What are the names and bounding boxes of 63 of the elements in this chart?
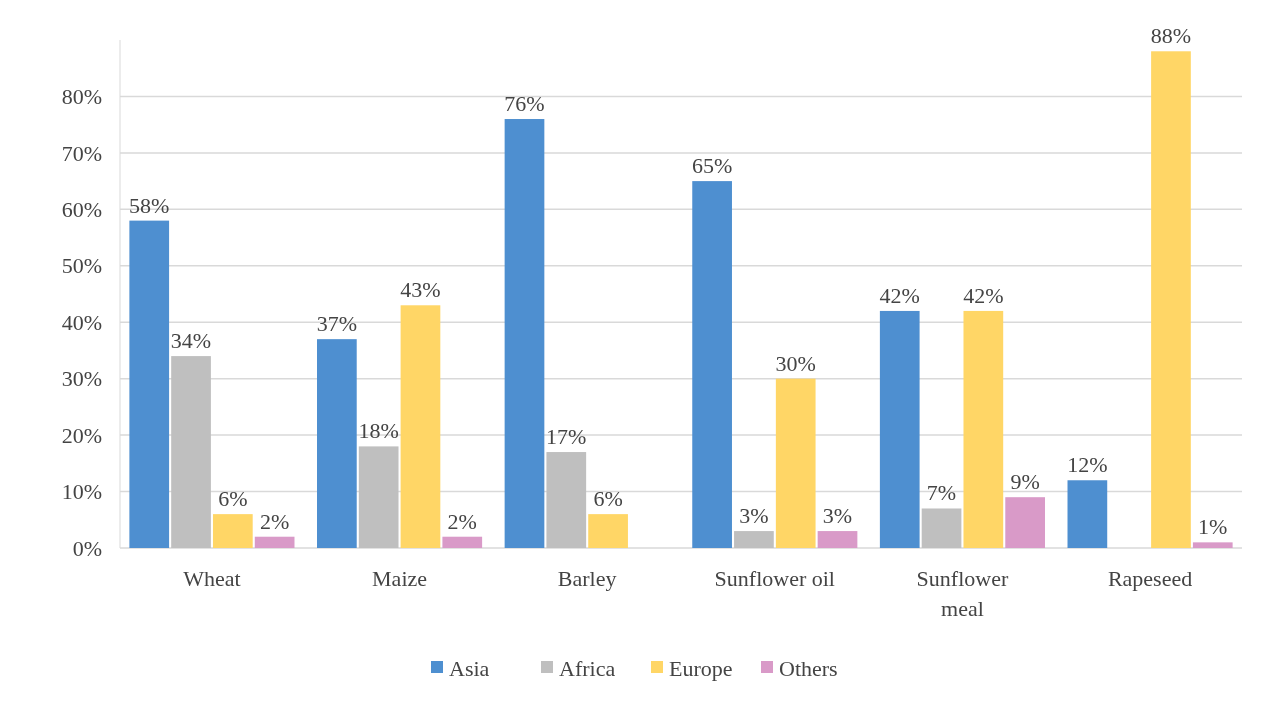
- bar: [254, 536, 295, 548]
- x-tick-label: Barley: [557, 566, 617, 591]
- x-tick-label: Sunflower oil: [714, 566, 836, 591]
- data-label: 6%: [593, 486, 623, 512]
- bar: [1067, 480, 1108, 548]
- data-label: 7%: [926, 480, 957, 506]
- y-tick-label: 10%: [61, 479, 102, 505]
- bar: [692, 181, 732, 548]
- bar: [212, 514, 253, 548]
- data-label: 43%: [400, 277, 441, 303]
- data-label: 42%: [963, 282, 1004, 308]
- bar: [129, 220, 170, 548]
- y-tick-label: 50%: [61, 253, 102, 279]
- bar: [171, 356, 211, 548]
- bar: [921, 508, 962, 548]
- x-tick-label: Sunflower meal: [916, 566, 1009, 621]
- bar: [317, 339, 357, 548]
- data-label: 3%: [822, 503, 853, 529]
- legend-label: Europe: [669, 655, 733, 681]
- bar: [734, 531, 774, 548]
- data-label: 18%: [358, 418, 399, 444]
- bar: [775, 378, 816, 548]
- y-tick-label: 60%: [61, 197, 102, 223]
- y-tick-label: 70%: [61, 140, 102, 166]
- bar: [588, 514, 628, 548]
- data-label: 2%: [447, 508, 477, 534]
- data-label: 6%: [218, 486, 248, 512]
- data-label: 12%: [1067, 452, 1108, 478]
- bar: [442, 536, 483, 548]
- x-tick-label: Wheat: [183, 566, 241, 591]
- legend-label: Others: [779, 655, 838, 681]
- y-tick-label: 0%: [72, 535, 102, 561]
- y-tick-label: 40%: [61, 309, 102, 335]
- bar: [504, 119, 545, 548]
- legend-label: Asia: [449, 655, 490, 681]
- x-tick-label: Rapeseed: [1107, 566, 1193, 591]
- data-label: 3%: [739, 503, 769, 529]
- bar: [1192, 542, 1233, 548]
- data-label: 1%: [1198, 514, 1228, 540]
- data-label: 30%: [775, 350, 816, 376]
- data-label: 65%: [691, 153, 733, 179]
- data-label: 58%: [129, 192, 170, 218]
- bar: [1151, 51, 1191, 548]
- bar: [546, 452, 587, 548]
- bar: [400, 305, 441, 548]
- bar: [879, 310, 920, 548]
- y-tick-label: 80%: [61, 84, 102, 110]
- bar: [358, 446, 399, 548]
- data-label: 2%: [259, 508, 290, 534]
- data-label: 42%: [879, 282, 920, 308]
- y-tick-label: 20%: [61, 422, 102, 448]
- legend-label: Africa: [559, 655, 616, 681]
- data-label: 37%: [316, 311, 358, 337]
- bar: [1005, 497, 1045, 548]
- x-tick-label: Maize: [372, 566, 428, 591]
- data-label: 17%: [546, 424, 587, 450]
- data-label: 9%: [1010, 469, 1040, 495]
- bar: [963, 310, 1004, 548]
- bar: [817, 531, 858, 548]
- y-tick-label: 30%: [61, 366, 102, 392]
- data-label: 34%: [170, 328, 212, 354]
- data-label: 76%: [504, 91, 545, 117]
- data-label: 88%: [1150, 23, 1192, 49]
